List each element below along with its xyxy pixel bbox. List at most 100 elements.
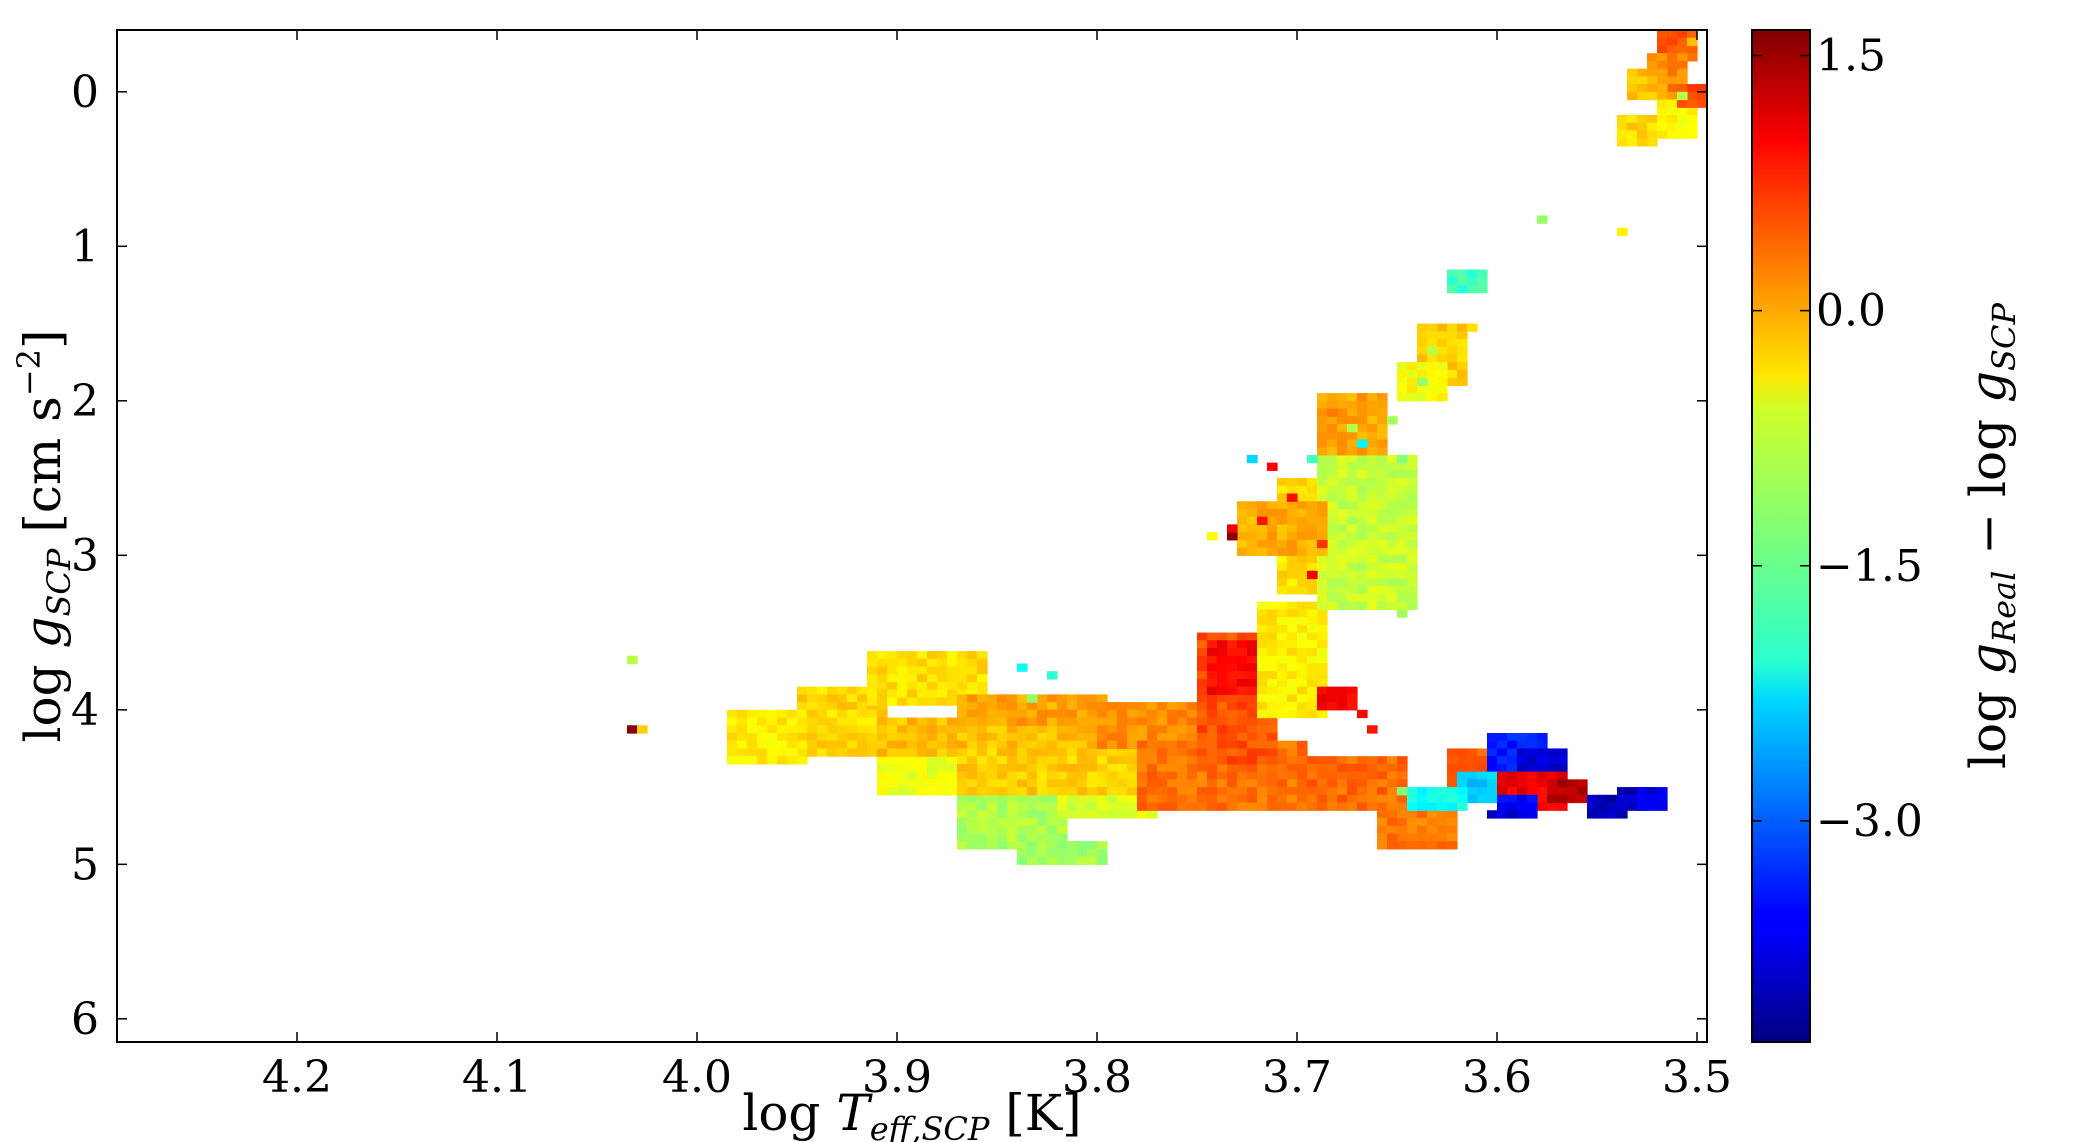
heatmap-cell xyxy=(1157,732,1168,742)
heatmap-cell xyxy=(1017,810,1028,819)
heatmap-cell xyxy=(1287,555,1298,564)
heatmap-cell xyxy=(1437,385,1448,394)
heatmap-cell xyxy=(1367,787,1378,796)
heatmap-cell xyxy=(1427,810,1438,819)
heatmap-cell xyxy=(1367,470,1378,479)
heatmap-cell xyxy=(1357,779,1368,788)
heatmap-cell xyxy=(1437,393,1448,402)
heatmap-cell xyxy=(1317,694,1328,703)
heatmap-cell xyxy=(1267,624,1278,634)
heatmap-cell xyxy=(1317,648,1328,657)
heatmap-cell xyxy=(1357,709,1368,719)
heatmap-cell xyxy=(1317,570,1328,580)
heatmap-cell xyxy=(1537,787,1548,796)
heatmap-cell xyxy=(1177,725,1188,734)
heatmap-cell xyxy=(1227,524,1238,533)
heatmap-cell xyxy=(1057,802,1068,811)
heatmap-cell xyxy=(1247,763,1258,773)
heatmap-cell xyxy=(957,779,968,788)
heatmap-cell xyxy=(1297,632,1308,641)
heatmap-cell xyxy=(957,666,968,675)
heatmap-cell xyxy=(1307,686,1318,695)
heatmap-cell xyxy=(797,686,808,695)
heatmap-cell xyxy=(747,717,758,726)
heatmap-cell xyxy=(1337,532,1348,541)
heatmap-cell xyxy=(847,694,858,703)
heatmap-cell xyxy=(1057,848,1068,858)
heatmap-cell xyxy=(907,787,918,796)
heatmap-cell xyxy=(1247,694,1258,703)
heatmap-cell xyxy=(937,779,948,788)
heatmap-cell xyxy=(947,771,958,780)
heatmap-cell xyxy=(1077,763,1088,773)
heatmap-cell xyxy=(1277,609,1288,618)
heatmap-cell xyxy=(1657,76,1668,85)
heatmap-cell xyxy=(1387,810,1398,819)
heatmap-cell xyxy=(1397,802,1408,811)
heatmap-cell xyxy=(1407,493,1418,502)
heatmap-cell xyxy=(1617,227,1628,237)
heatmap-cell xyxy=(1257,609,1268,618)
heatmap-cell xyxy=(1527,732,1538,742)
heatmap-cell xyxy=(1407,508,1418,518)
heatmap-cell xyxy=(1427,362,1438,371)
heatmap-cell xyxy=(1257,516,1268,526)
heatmap-cell xyxy=(1527,779,1538,788)
heatmap-cell xyxy=(987,763,998,773)
heatmap-cell xyxy=(877,717,888,726)
heatmap-cell xyxy=(907,763,918,773)
heatmap-cell xyxy=(1227,709,1238,719)
heatmap-cell xyxy=(1237,717,1248,726)
heatmap-cell xyxy=(987,694,998,703)
heatmap-cell xyxy=(1127,748,1138,757)
heatmap-cell xyxy=(787,756,798,765)
heatmap-cell xyxy=(1267,740,1278,750)
heatmap-cell xyxy=(1167,709,1178,719)
heatmap-cell xyxy=(1047,756,1058,765)
heatmap-cell xyxy=(1337,570,1348,580)
heatmap-cell xyxy=(1177,732,1188,742)
heatmap-cell xyxy=(1197,655,1208,665)
heatmap-cell xyxy=(1187,732,1198,742)
heatmap-cell xyxy=(1147,771,1158,780)
heatmap-cell xyxy=(867,748,878,757)
heatmap-cell xyxy=(1447,802,1458,811)
heatmap-cell xyxy=(1237,756,1248,765)
heatmap-cell xyxy=(1357,470,1368,479)
heatmap-cell xyxy=(1337,794,1348,804)
heatmap-cell xyxy=(1287,501,1298,510)
heatmap-cell xyxy=(1397,508,1408,518)
heatmap-cell xyxy=(1137,763,1148,773)
heatmap-cell xyxy=(1317,779,1328,788)
heatmap-cell xyxy=(1517,771,1528,780)
heatmap-cell xyxy=(1127,756,1138,765)
heatmap-cell xyxy=(977,689,988,699)
heatmap-cell xyxy=(1147,763,1158,773)
heatmap-cell xyxy=(1347,416,1358,425)
heatmap-cell xyxy=(1257,725,1268,734)
heatmap-cell xyxy=(1597,802,1608,811)
heatmap-cell xyxy=(1267,694,1278,703)
heatmap-cell xyxy=(1357,416,1368,425)
heatmap-cell xyxy=(1537,756,1548,765)
heatmap-cell xyxy=(1157,717,1168,726)
heatmap-cell xyxy=(1037,841,1048,850)
heatmap-cell xyxy=(967,810,978,819)
heatmap-cell xyxy=(1287,632,1298,641)
heatmap-cell xyxy=(1437,841,1448,850)
heatmap-cell xyxy=(1397,570,1408,580)
heatmap-cell xyxy=(1377,470,1388,479)
heatmap-cell xyxy=(1627,76,1638,85)
heatmap-cell xyxy=(1327,470,1338,479)
heatmap-cell xyxy=(1317,586,1328,595)
heatmap-cell xyxy=(947,725,958,734)
heatmap-cell xyxy=(1147,725,1158,734)
heatmap-cell xyxy=(1377,841,1388,850)
heatmap-cell xyxy=(1017,787,1028,796)
heatmap-cell xyxy=(967,717,978,726)
heatmap-cell xyxy=(1227,794,1238,804)
heatmap-cell xyxy=(1477,794,1488,804)
heatmap-cell xyxy=(1287,802,1298,811)
heatmap-cell xyxy=(1137,787,1148,796)
heatmap-cell xyxy=(1297,586,1308,595)
